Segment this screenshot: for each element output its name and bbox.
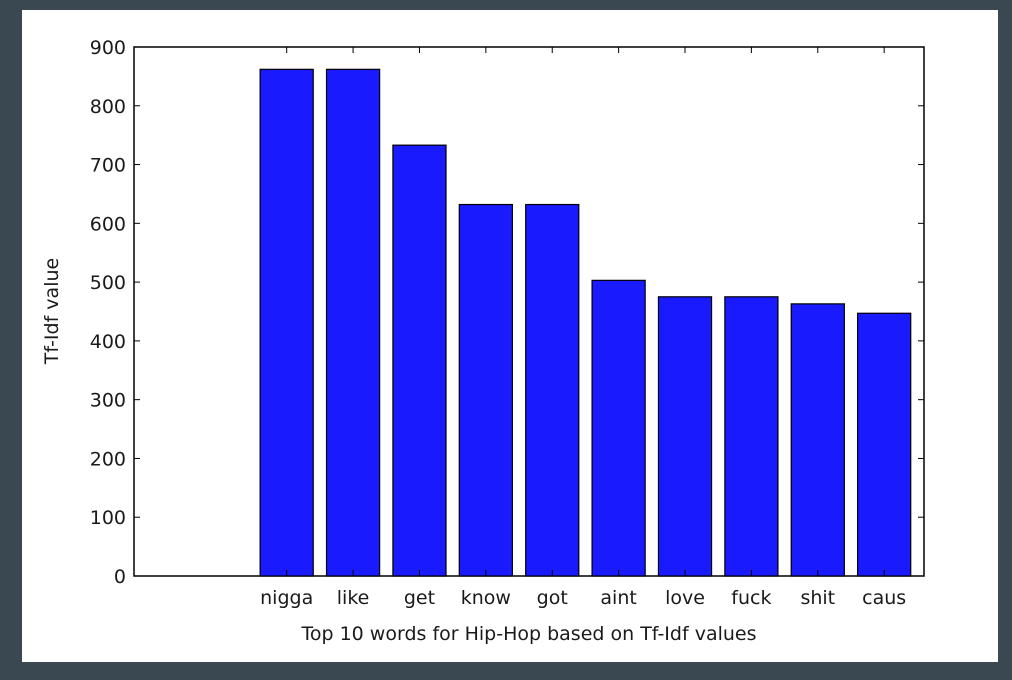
x-axis-ticks: nigga like get know got aint love fuck shit caus — [260, 47, 906, 609]
y-axis-ticks: 0 100 200 300 400 500 600 700 800 900 — [90, 37, 924, 588]
bar-shit — [790, 303, 845, 577]
x-tick-label-know: know — [461, 587, 511, 609]
figure-canvas: 0 100 200 300 400 500 600 700 800 900 nigga like ge… — [22, 10, 998, 662]
x-tick-label-love: love — [665, 587, 705, 609]
y-tick-label-700: 700 — [90, 155, 126, 177]
bar-get — [392, 144, 447, 577]
x-tick-label-nigga: nigga — [260, 587, 313, 609]
x-axis-label: Top 10 words for Hip-Hop based on Tf-Idf… — [300, 623, 756, 645]
bar-aint — [591, 279, 646, 577]
y-tick-label-600: 600 — [90, 213, 126, 235]
x-tick-label-fuck: fuck — [731, 587, 771, 609]
x-tick-label-shit: shit — [800, 587, 835, 609]
bars-group — [259, 68, 912, 577]
x-tick-label-got: got — [537, 587, 568, 609]
bar-know — [458, 203, 514, 577]
bar-fuck — [724, 296, 779, 577]
bar-like — [325, 68, 381, 577]
y-tick-label-900: 900 — [90, 37, 126, 59]
y-axis-label: Tf-Idf value — [41, 258, 63, 365]
y-tick-label-800: 800 — [90, 96, 126, 118]
bar-chart: 0 100 200 300 400 500 600 700 800 900 nigga like ge… — [41, 37, 925, 645]
y-tick-label-0: 0 — [114, 566, 126, 588]
y-tick-label-400: 400 — [90, 331, 126, 353]
x-tick-label-caus: caus — [862, 587, 906, 609]
y-tick-label-300: 300 — [90, 390, 126, 412]
y-tick-label-100: 100 — [90, 507, 126, 529]
bar-caus — [857, 312, 912, 577]
bar-got — [525, 203, 580, 577]
x-tick-label-get: get — [404, 587, 435, 609]
bar-love — [657, 296, 713, 577]
bar-nigga — [259, 68, 314, 577]
y-tick-label-500: 500 — [90, 272, 126, 294]
y-tick-label-200: 200 — [90, 448, 126, 470]
x-tick-label-like: like — [337, 587, 370, 609]
x-tick-label-aint: aint — [600, 587, 636, 609]
